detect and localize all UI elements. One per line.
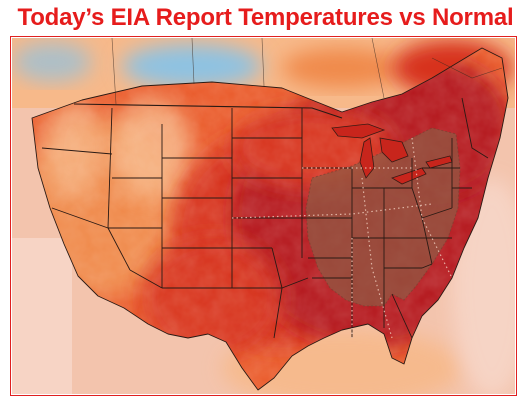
- us-boundaries: [31, 47, 509, 391]
- temperature-anomaly-map: [12, 38, 515, 394]
- page-title: Today’s EIA Report Temperatures vs Norma…: [17, 4, 514, 31]
- region-divider-lines: [231, 137, 453, 339]
- canada-boundaries: [111, 38, 503, 105]
- great-lakes: [331, 123, 453, 185]
